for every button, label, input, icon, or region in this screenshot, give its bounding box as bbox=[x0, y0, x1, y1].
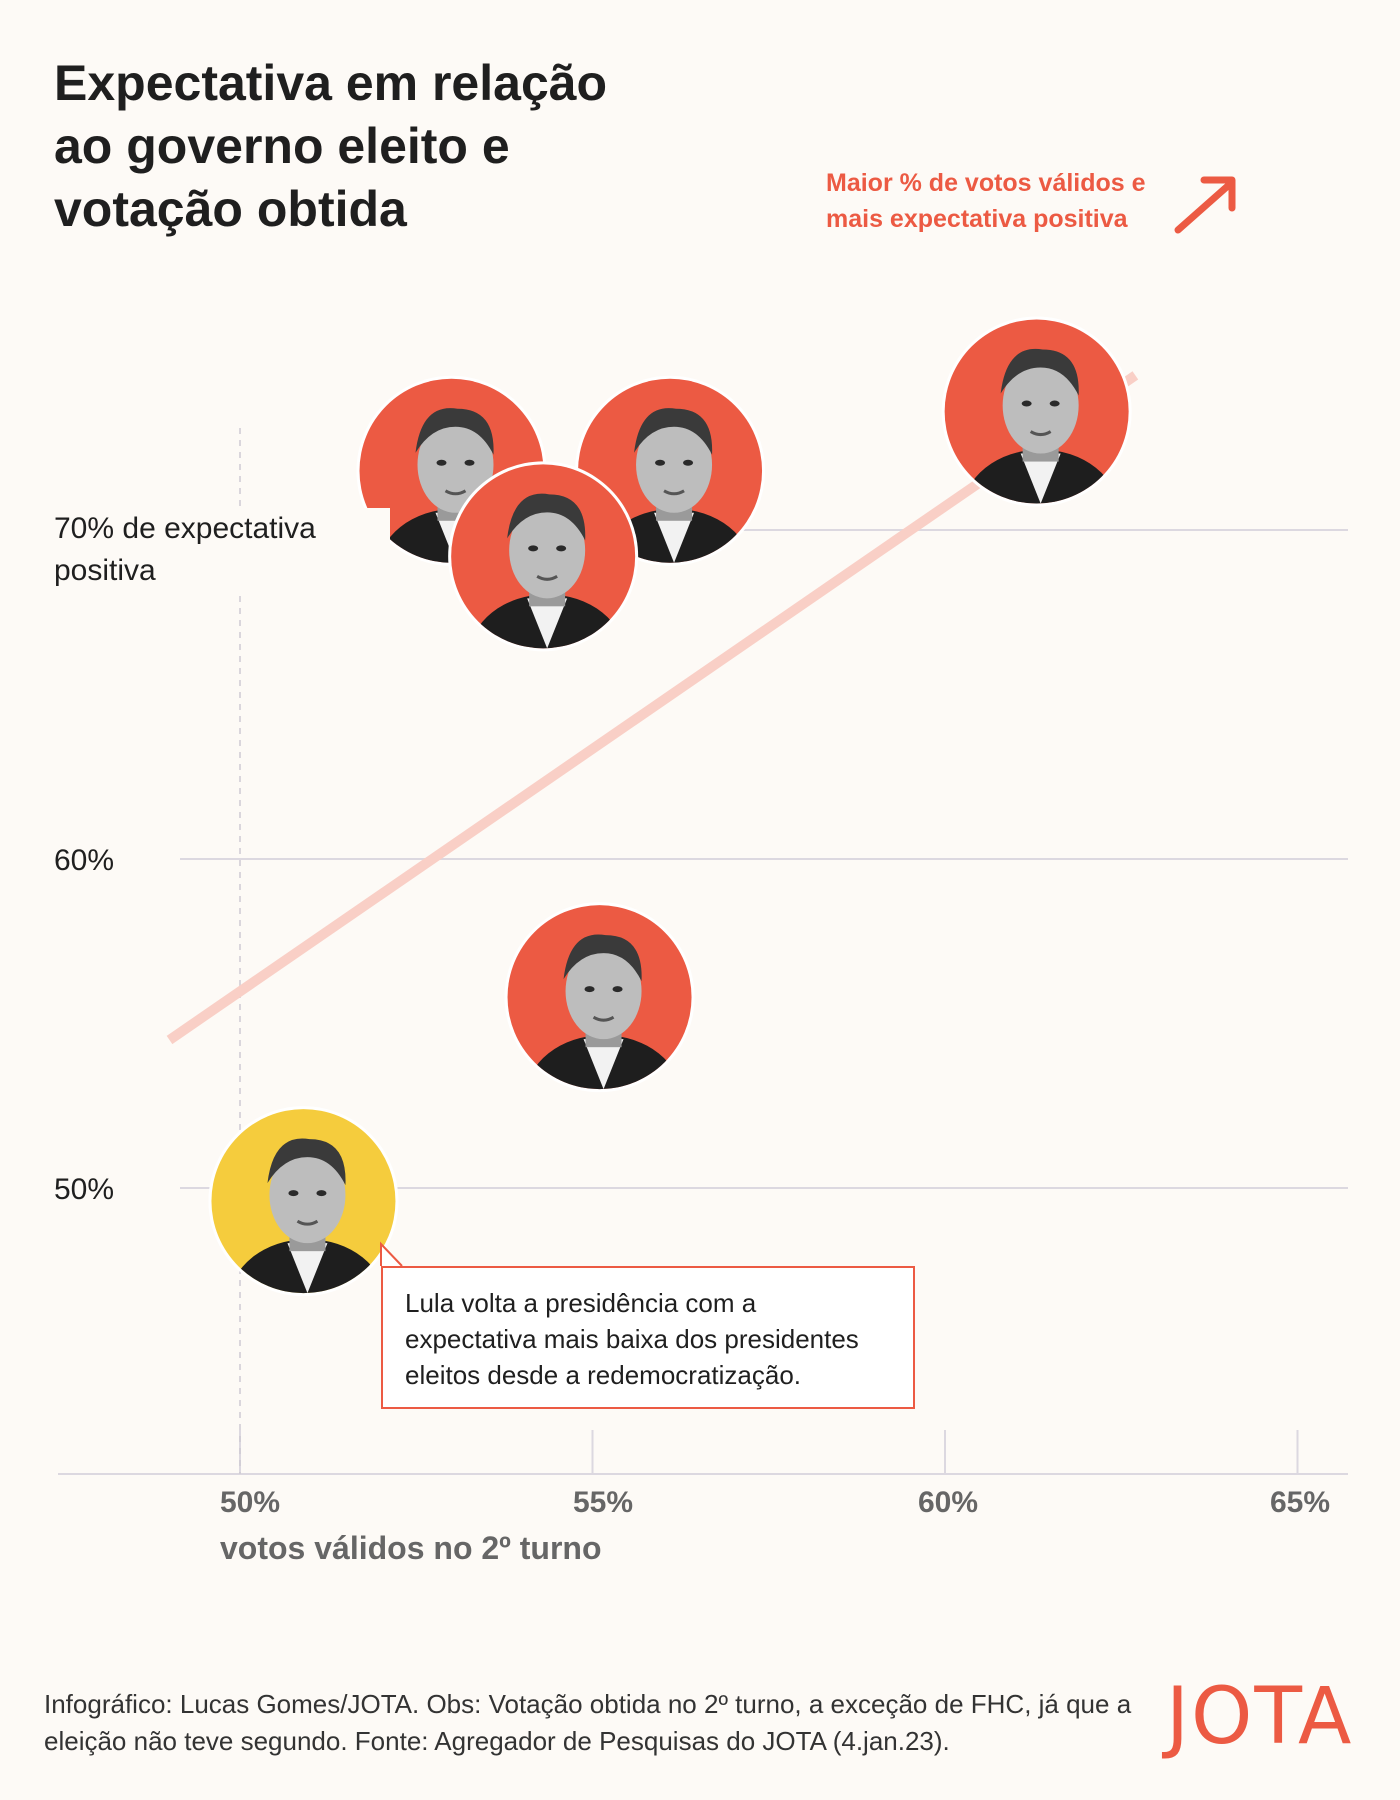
x-tick-label-65: 65% bbox=[1269, 1486, 1331, 1519]
data-points bbox=[208, 316, 1132, 1297]
point-lula-2022 bbox=[208, 1106, 399, 1297]
trend-label: Maior % de votos válidos e mais expectat… bbox=[826, 169, 1146, 233]
x-axis-title: votos válidos no 2º turno bbox=[220, 1530, 602, 1566]
point-fhc bbox=[448, 461, 639, 652]
annotation-callout: Lula volta a presidência com a expectati… bbox=[381, 1266, 915, 1409]
y-tick-label-70: 70% de expectativa positiva bbox=[54, 508, 390, 592]
portrait-lula-2002 bbox=[962, 348, 1119, 504]
x-tick-label-55: 55% bbox=[572, 1486, 634, 1519]
portrait-fhc bbox=[469, 493, 626, 649]
trend-layer bbox=[166, 371, 1139, 1045]
callout-pointer bbox=[380, 1241, 403, 1267]
trend-line bbox=[166, 371, 1139, 1045]
portrait-bolsonaro bbox=[525, 934, 682, 1090]
y-tick-label-50: 50% bbox=[54, 1173, 115, 1206]
trend-arrow-icon bbox=[1174, 176, 1236, 234]
y-tick-label-60: 60% bbox=[54, 844, 115, 877]
portrait-lula-2022 bbox=[229, 1138, 386, 1294]
page-title: Expectativa em relação ao governo eleito… bbox=[54, 55, 608, 237]
jota-logo: JOTA bbox=[1166, 1672, 1354, 1762]
x-tick-label-50: 50% bbox=[219, 1486, 281, 1519]
x-tick-label-60: 60% bbox=[917, 1486, 979, 1519]
point-lula-2002 bbox=[941, 316, 1132, 507]
footer-credit: Infográfico: Lucas Gomes/JOTA. Obs: Vota… bbox=[44, 1689, 1132, 1756]
point-bolsonaro bbox=[504, 902, 695, 1093]
